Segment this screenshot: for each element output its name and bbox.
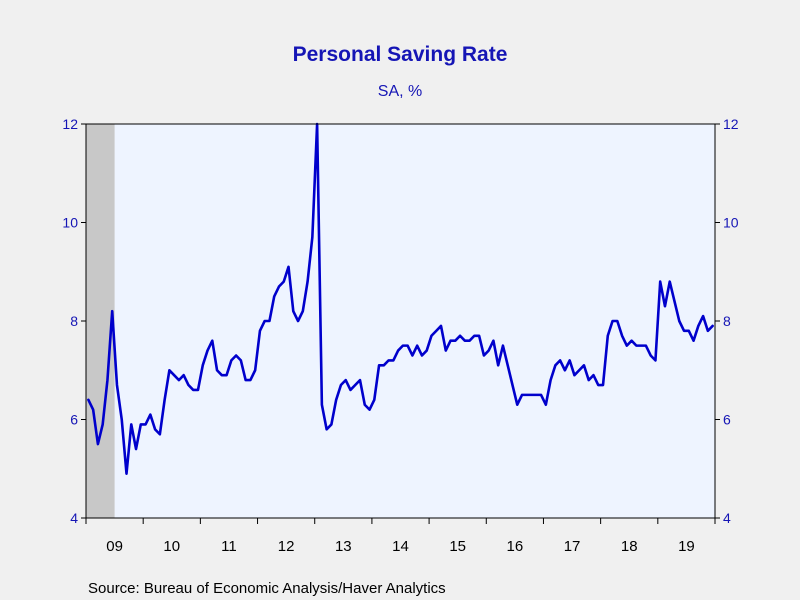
x-tick-label: 14: [392, 538, 409, 555]
y-tick-label-left: 8: [70, 313, 78, 329]
x-tick-label: 09: [106, 538, 123, 555]
plot-frame: [85, 123, 716, 519]
y-tick-label-right: 4: [723, 510, 731, 526]
y-axis-left: 4 6 8 10 12: [62, 116, 86, 526]
y-tick-label-left: 12: [62, 116, 78, 132]
chart-subtitle: SA, %: [378, 83, 422, 100]
y-tick-label-left: 10: [62, 215, 78, 231]
series-line-personal-saving-rate: [87, 122, 714, 475]
y-tick-label-left: 6: [70, 412, 78, 428]
x-tick-label: 15: [449, 538, 466, 555]
plot-area: [86, 124, 715, 518]
x-tick-label: 10: [163, 538, 180, 555]
source-note: Source: Bureau of Economic Analysis/Have…: [88, 580, 446, 597]
x-tick-label: 19: [678, 538, 695, 555]
y-tick-label-left: 4: [70, 510, 78, 526]
y-tick-label-right: 10: [723, 215, 739, 231]
x-tick-label: 12: [278, 538, 295, 555]
y-axis-right: 4 6 8 10 12: [715, 116, 739, 526]
x-tick-label: 13: [335, 538, 352, 555]
chart-title: Personal Saving Rate: [293, 43, 508, 66]
recession-shading: [86, 124, 115, 518]
x-tick-label: 18: [621, 538, 638, 555]
y-tick-label-right: 6: [723, 412, 731, 428]
x-tick-label: 11: [221, 538, 237, 555]
y-tick-label-right: 12: [723, 116, 739, 132]
x-tick-label: 16: [507, 538, 524, 555]
y-tick-label-right: 8: [723, 313, 731, 329]
x-tick-label: 17: [564, 538, 581, 555]
x-axis: 09 10 11 12 13 14 15 16 17 18 19: [85, 518, 716, 555]
